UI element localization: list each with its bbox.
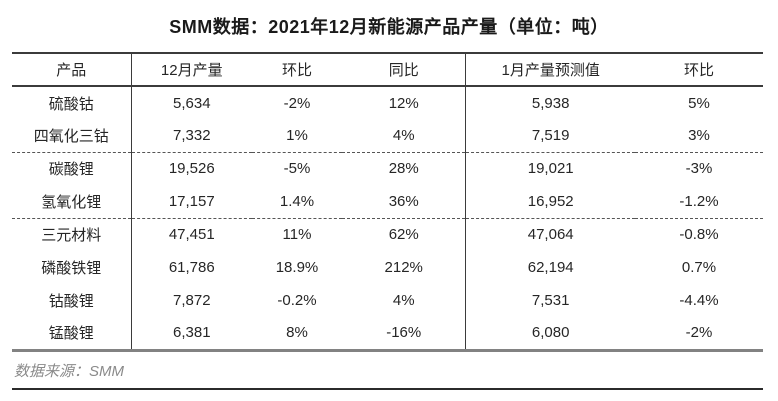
cell-jan-mom: 5% <box>688 94 710 112</box>
cell-jan-mom: -2% <box>685 324 713 342</box>
table-row: 氢氧化锂 17,157 1.4% 36% 16,952 -1.2% <box>12 185 763 218</box>
data-source-note: 数据来源：SMM <box>14 363 124 380</box>
footer-divider <box>12 388 763 390</box>
cell-jan-mom: -1.2% <box>679 192 719 210</box>
table-row: 三元材料 47,451 11% 62% 47,064 -0.8% <box>12 218 763 251</box>
cell-product: 氢氧化锂 <box>12 185 132 218</box>
cell-jan-forecast: 62,194 <box>527 259 574 276</box>
cell-product: 锰酸锂 <box>12 317 132 350</box>
header-dec-output: 12月产量 <box>160 62 223 79</box>
cell-dec-output: 7,332 <box>173 126 211 144</box>
cell-jan-mom: -4.4% <box>679 292 719 309</box>
cell-dec-yoy: 4% <box>341 119 467 152</box>
production-data-table: 产品 12月产量 环比 同比 1月产量预测值 环比 硫酸钴 5,634 -2% … <box>12 52 763 352</box>
cell-jan-forecast: 7,519 <box>531 126 570 144</box>
cell-dec-yoy: 12% <box>341 86 467 119</box>
cell-dec-mom: -5% <box>283 160 311 178</box>
cell-dec-output: 5,634 <box>173 94 211 112</box>
cell-product: 三元材料 <box>12 218 132 251</box>
cell-dec-output: 19,526 <box>168 160 215 178</box>
cell-product: 磷酸铁锂 <box>12 251 132 284</box>
cell-jan-mom: 3% <box>688 126 710 144</box>
cell-product: 钴酸锂 <box>12 284 132 317</box>
cell-jan-mom: -0.8% <box>679 226 719 244</box>
cell-dec-yoy: -16% <box>341 317 467 350</box>
cell-jan-forecast: 16,952 <box>527 192 574 210</box>
table-row: 钴酸锂 7,872 -0.2% 4% 7,531 -4.4% <box>12 284 763 317</box>
table-row: 锰酸锂 6,381 8% -16% 6,080 -2% <box>12 317 763 350</box>
cell-jan-forecast: 47,064 <box>527 226 574 244</box>
table-row: 硫酸钴 5,634 -2% 12% 5,938 5% <box>12 86 763 119</box>
cell-dec-yoy: 62% <box>341 218 467 251</box>
cell-jan-forecast: 19,021 <box>527 160 574 178</box>
header-dec-mom: 环比 <box>281 62 312 79</box>
page-title: SMM数据：2021年12月新能源产品产量（单位：吨） <box>169 17 609 37</box>
cell-dec-mom: -2% <box>283 94 311 112</box>
table-row: 碳酸锂 19,526 -5% 28% 19,021 -3% <box>12 152 763 185</box>
cell-jan-mom: 0.7% <box>681 259 717 276</box>
cell-dec-yoy: 4% <box>341 284 467 317</box>
cell-dec-mom: 1.4% <box>279 192 315 210</box>
cell-product: 硫酸钴 <box>12 86 132 119</box>
header-jan-forecast: 1月产量预测值 <box>501 62 600 79</box>
cell-product: 四氧化三钴 <box>12 119 132 152</box>
header-dec-yoy: 同比 <box>341 53 467 86</box>
cell-jan-forecast: 7,531 <box>531 292 570 309</box>
cell-dec-mom: -0.2% <box>277 292 317 309</box>
cell-dec-mom: 8% <box>286 324 308 342</box>
cell-dec-output: 6,381 <box>173 324 211 342</box>
cell-dec-mom: 18.9% <box>275 259 319 276</box>
cell-jan-forecast: 6,080 <box>531 324 570 342</box>
cell-product: 碳酸锂 <box>12 152 132 185</box>
cell-dec-yoy: 28% <box>341 152 467 185</box>
cell-dec-yoy: 212% <box>341 251 467 284</box>
cell-dec-output: 17,157 <box>168 192 215 210</box>
cell-dec-output: 7,872 <box>173 292 211 309</box>
header-jan-mom: 环比 <box>683 62 714 79</box>
cell-dec-output: 61,786 <box>168 259 215 276</box>
cell-jan-forecast: 5,938 <box>531 94 570 112</box>
table-row: 磷酸铁锂 61,786 18.9% 212% 62,194 0.7% <box>12 251 763 284</box>
header-product: 产品 <box>12 53 132 86</box>
cell-dec-mom: 1% <box>286 126 308 144</box>
cell-dec-mom: 11% <box>282 226 312 244</box>
table-row: 四氧化三钴 7,332 1% 4% 7,519 3% <box>12 119 763 152</box>
header-row: 产品 12月产量 环比 同比 1月产量预测值 环比 <box>12 53 763 86</box>
cell-jan-mom: -3% <box>685 160 713 178</box>
cell-dec-yoy: 36% <box>341 185 467 218</box>
cell-dec-output: 47,451 <box>168 226 215 244</box>
